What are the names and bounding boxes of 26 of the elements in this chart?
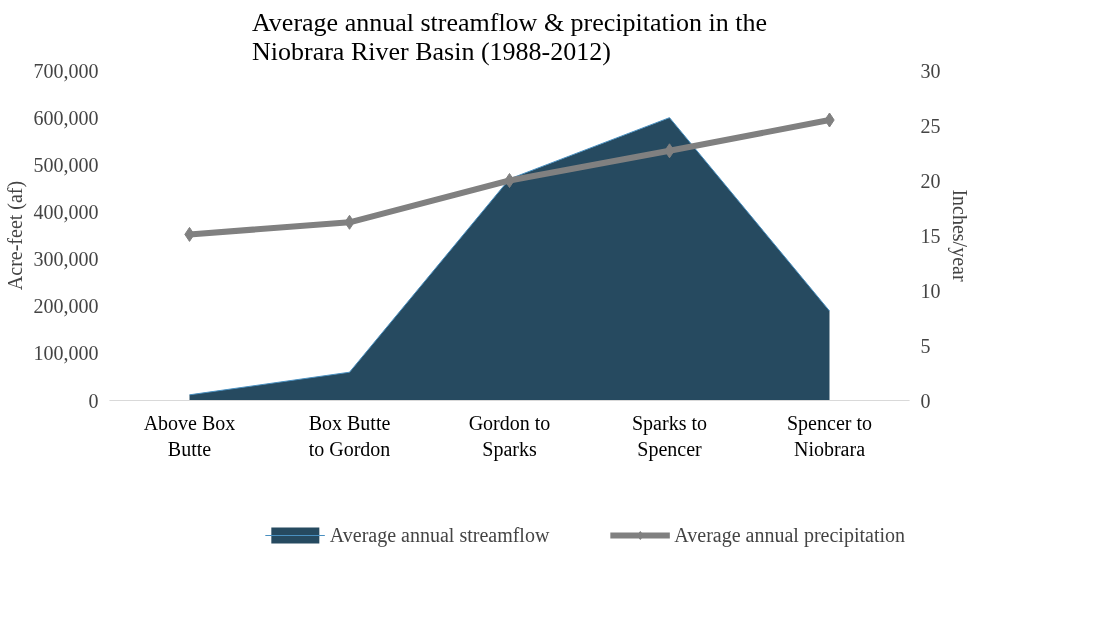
x-tick-label: Gordon to Sparks bbox=[468, 411, 551, 461]
y2-tick-label: 0 bbox=[920, 389, 931, 412]
x-tick-label: Sparks to Spencer bbox=[632, 411, 707, 461]
y-tick-label: 500,000 bbox=[33, 153, 99, 176]
legend-label: Average annual streamflow bbox=[329, 523, 550, 547]
y-tick-label: 0 bbox=[88, 389, 99, 412]
y2-tick-label: 5 bbox=[920, 334, 931, 357]
chart-title: Average annual streamflow & precipitation in the Niobrara River Basin (1988-2012) bbox=[252, 7, 767, 66]
y2-tick-label: 25 bbox=[920, 114, 941, 137]
y2-tick-label: 30 bbox=[920, 59, 941, 82]
y-tick-label: 100,000 bbox=[33, 342, 99, 365]
y-tick-label: 700,000 bbox=[33, 59, 99, 82]
y2-axis-title: Inches/year bbox=[947, 189, 971, 282]
x-tick-label: Box Butte to Gordon bbox=[308, 411, 391, 460]
x-tick-label: Above Box Butte bbox=[143, 411, 236, 460]
y-tick-label: 200,000 bbox=[33, 295, 99, 318]
legend-label: Average annual precipitation bbox=[674, 523, 905, 547]
y-axis-title: Acre-feet (af) bbox=[3, 180, 27, 291]
y-tick-label: 400,000 bbox=[33, 200, 99, 223]
x-tick-label: Spencer to Niobrara bbox=[787, 411, 872, 460]
y-tick-label: 600,000 bbox=[33, 106, 99, 129]
y2-tick-label: 10 bbox=[920, 279, 941, 302]
y2-tick-label: 20 bbox=[920, 169, 941, 192]
y-tick-label: 300,000 bbox=[33, 248, 99, 271]
y2-tick-label: 15 bbox=[920, 224, 941, 247]
point bbox=[504, 173, 515, 188]
